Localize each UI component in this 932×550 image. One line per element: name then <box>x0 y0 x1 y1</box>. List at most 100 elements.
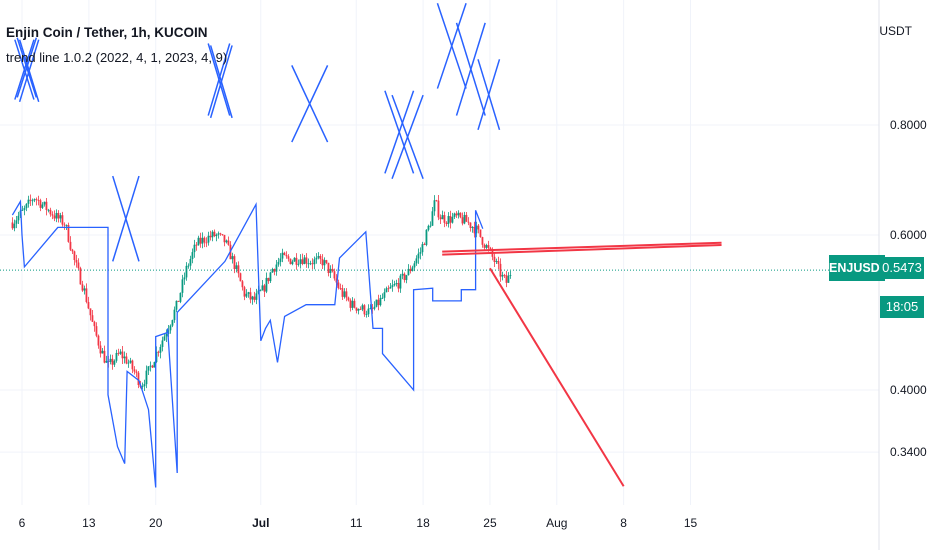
candle-body <box>393 284 396 286</box>
candle-body <box>245 293 248 297</box>
candle-body <box>67 224 70 242</box>
candle-body <box>53 215 56 219</box>
candle-body <box>487 245 490 248</box>
candle-body <box>361 305 364 310</box>
candle-body <box>289 258 292 265</box>
candle-body <box>21 209 24 211</box>
candle-body <box>433 200 436 212</box>
candle-body <box>489 247 492 250</box>
candle-body <box>509 275 512 276</box>
candle-body <box>273 269 276 272</box>
candle-body <box>417 253 420 259</box>
candle-body <box>177 300 180 302</box>
candle-body <box>165 334 168 337</box>
candle-body <box>355 307 358 311</box>
candle-body <box>401 273 404 276</box>
trend-line <box>442 241 722 253</box>
candle-body <box>117 352 120 354</box>
candle-body <box>47 209 50 211</box>
candle-body <box>99 345 102 354</box>
candle-body <box>27 199 30 204</box>
symbol-title[interactable]: Enjin Coin / Tether, 1h, KUCOIN <box>6 25 208 40</box>
candle-body <box>463 214 466 224</box>
candle-body <box>145 370 148 385</box>
candle-body <box>497 260 500 264</box>
price-axis-unit[interactable]: USDT <box>879 24 912 38</box>
candle-body <box>481 237 484 245</box>
x-marker-stroke <box>18 39 40 103</box>
candle-body <box>413 263 416 268</box>
candle-body <box>215 234 218 237</box>
candle-body <box>51 214 54 216</box>
candle-body <box>181 279 184 293</box>
grid-layer <box>0 0 879 505</box>
candle-body <box>185 265 188 278</box>
candle-body <box>505 275 508 283</box>
candle-body <box>299 259 302 264</box>
candle-body <box>255 293 258 300</box>
x-marker-stroke <box>384 90 415 174</box>
candle-body <box>269 272 272 282</box>
candle-body <box>263 285 266 292</box>
candle-body <box>155 351 158 363</box>
candle-body <box>151 365 154 368</box>
candle-body <box>301 259 304 265</box>
candle-body <box>357 308 360 311</box>
x-marker-stroke <box>207 43 231 116</box>
x-marker-stroke <box>209 45 233 119</box>
y-tick-label: 0.3400 <box>890 445 927 459</box>
candle-body <box>183 277 186 280</box>
candle-body <box>265 277 268 292</box>
candle-body <box>485 245 488 248</box>
candle-body <box>259 290 262 292</box>
candle-body <box>129 360 132 363</box>
candle-body <box>421 244 424 253</box>
candle-body <box>137 372 140 386</box>
symbol-price-tag: ENJUSDT <box>829 255 887 281</box>
candle-body <box>503 274 506 276</box>
candle-body <box>507 275 510 283</box>
candle-body <box>405 275 408 281</box>
candle-body <box>221 234 224 235</box>
candle-body <box>101 350 104 354</box>
candle-body <box>495 260 498 262</box>
y-tick-label: 0.4000 <box>890 383 927 397</box>
candle-body <box>367 308 370 315</box>
candle-body <box>251 296 254 300</box>
candle-body <box>261 285 264 291</box>
candle-body <box>201 237 204 244</box>
candle-body <box>115 352 118 361</box>
candle-body <box>239 273 242 282</box>
candle-body <box>307 263 310 265</box>
candle-body <box>271 269 274 273</box>
candle-body <box>195 244 198 246</box>
candle-body <box>449 216 452 223</box>
candle-body <box>121 351 124 359</box>
candle-body <box>205 242 208 244</box>
candle-body <box>429 225 432 227</box>
candle-body <box>133 369 136 372</box>
candle-body <box>285 254 288 257</box>
x-tick-label: 15 <box>684 516 698 530</box>
candle-body <box>283 252 286 255</box>
candle-body <box>387 288 390 290</box>
candle-body <box>95 326 98 336</box>
bar-countdown-tag: 18:05 <box>880 296 924 318</box>
x-marker-stroke <box>16 37 38 98</box>
candle-body <box>55 212 58 219</box>
candle-body <box>291 261 294 265</box>
x-tick-label: 6 <box>19 516 26 530</box>
candle-body <box>85 288 88 302</box>
indicator-legend[interactable]: trend line 1.0.2 (2022, 4, 1, 2023, 4, 9… <box>6 50 228 65</box>
candle-body <box>329 268 332 274</box>
candle-body <box>223 234 226 243</box>
y-tick-label: 0.8000 <box>890 118 927 132</box>
candle-body <box>227 240 230 245</box>
x-marker-stroke <box>391 94 424 180</box>
candle-body <box>29 199 32 201</box>
candle-body <box>353 300 356 308</box>
candle-body <box>89 308 92 316</box>
candle-body <box>253 296 256 300</box>
